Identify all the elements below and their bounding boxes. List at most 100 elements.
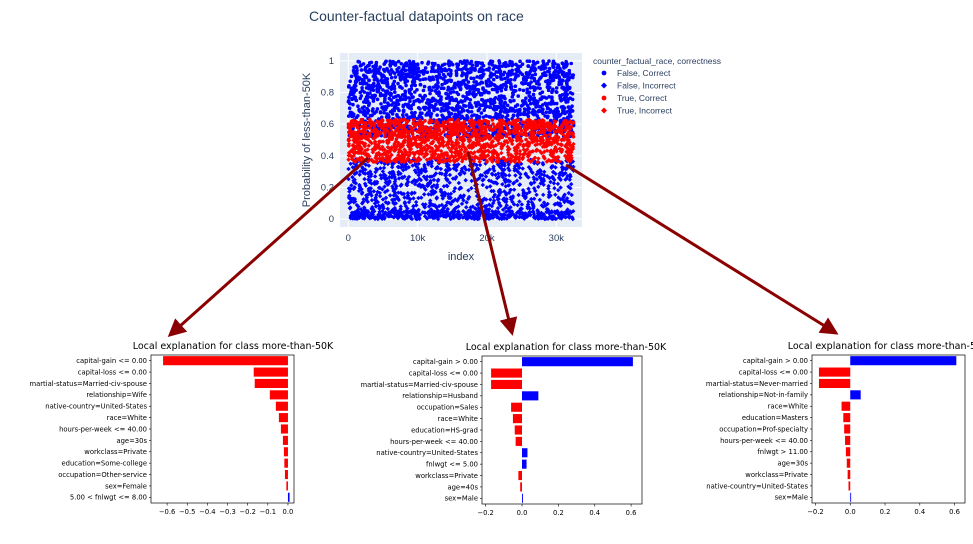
data-point <box>395 215 401 220</box>
data-point <box>528 101 533 106</box>
data-point <box>562 72 567 76</box>
data-point <box>438 148 444 154</box>
data-point <box>431 177 437 183</box>
data-point <box>513 213 519 219</box>
feature-label: native-country=United-States <box>376 449 478 457</box>
data-point <box>383 195 389 201</box>
data-point <box>366 170 372 176</box>
data-point <box>531 133 536 137</box>
data-point <box>365 199 370 204</box>
data-point <box>447 117 452 122</box>
data-point <box>402 195 407 200</box>
data-point <box>499 216 505 222</box>
data-point <box>548 179 553 185</box>
data-point <box>401 104 406 109</box>
data-point <box>374 110 378 114</box>
data-point <box>373 66 378 71</box>
data-point <box>398 204 403 209</box>
data-point <box>540 137 544 142</box>
data-point <box>382 110 386 115</box>
data-point <box>510 141 515 147</box>
data-point <box>369 69 373 74</box>
data-point <box>459 99 464 103</box>
data-point <box>533 142 538 148</box>
data-point <box>420 60 424 65</box>
lime-bar <box>841 401 851 411</box>
legend-item[interactable]: True, Incorrect <box>601 106 673 116</box>
legend-item[interactable]: False, Incorrect <box>601 81 676 91</box>
data-point <box>411 121 416 126</box>
data-point <box>362 111 366 116</box>
data-point <box>436 127 441 132</box>
data-point <box>556 195 561 200</box>
feature-label: hours-per-week <= 40.00 <box>720 437 808 445</box>
data-point <box>527 149 532 155</box>
data-point <box>569 181 574 187</box>
data-point <box>401 167 406 173</box>
data-point <box>349 183 354 188</box>
data-point <box>519 104 524 108</box>
data-point <box>470 131 475 136</box>
data-point <box>474 162 479 168</box>
data-point <box>456 210 461 215</box>
data-point <box>515 130 520 135</box>
legend-item[interactable]: True, Correct <box>601 93 668 103</box>
data-point <box>426 204 432 209</box>
data-point <box>539 176 545 182</box>
data-point <box>453 128 457 133</box>
data-point <box>383 96 387 101</box>
data-point <box>565 207 570 212</box>
legend-item[interactable]: False, Correct <box>601 68 671 78</box>
data-point <box>491 122 495 126</box>
data-point <box>457 213 462 218</box>
data-point <box>349 74 354 79</box>
lime-bar <box>843 413 851 423</box>
data-point <box>508 99 513 104</box>
data-point <box>416 170 421 175</box>
data-point <box>531 126 535 131</box>
data-point <box>376 121 381 126</box>
data-point <box>423 138 428 142</box>
data-point <box>382 216 387 221</box>
data-point <box>442 104 447 108</box>
data-point <box>401 214 406 219</box>
data-point <box>416 151 422 157</box>
data-point <box>456 180 462 186</box>
data-point <box>349 156 355 162</box>
data-point <box>480 74 485 78</box>
data-point <box>447 172 453 178</box>
data-point <box>526 64 531 68</box>
data-point <box>460 115 465 120</box>
data-point <box>372 174 378 179</box>
data-point <box>444 142 449 148</box>
data-point <box>519 128 524 133</box>
data-point <box>561 194 566 199</box>
data-point <box>549 165 554 170</box>
feature-label: education=Some-college <box>62 460 148 468</box>
data-point <box>409 71 413 75</box>
data-point <box>430 146 435 151</box>
callout-arrows <box>167 151 839 337</box>
legend-title: counter_factual_race, correctness <box>593 56 721 66</box>
data-point <box>521 142 526 147</box>
data-point <box>408 74 412 79</box>
data-point <box>359 124 364 129</box>
data-point <box>493 64 498 68</box>
data-point <box>523 196 528 201</box>
data-point <box>461 66 466 71</box>
data-point <box>479 154 484 160</box>
lime-bar <box>845 435 851 445</box>
data-point <box>351 112 356 117</box>
lime-bar <box>846 458 851 468</box>
data-point <box>503 96 507 101</box>
lime-bar <box>522 448 528 458</box>
data-point <box>431 202 436 208</box>
data-point <box>462 153 467 158</box>
data-point <box>513 173 518 178</box>
data-point <box>568 158 573 163</box>
data-point <box>567 140 572 145</box>
data-point <box>547 110 552 115</box>
feature-label: age=40s <box>447 483 478 491</box>
data-point <box>393 90 397 95</box>
data-point <box>455 62 459 66</box>
